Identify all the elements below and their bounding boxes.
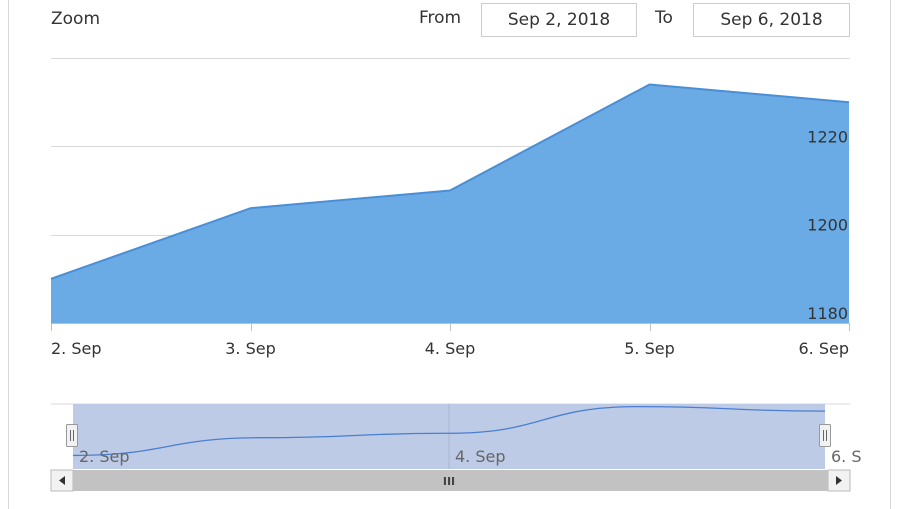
area-fill <box>51 84 849 323</box>
x-axis: 2. Sep 3. Sep 4. Sep 5. Sep 6. Sep <box>51 323 850 358</box>
to-date-input[interactable]: Sep 6, 2018 <box>693 3 850 37</box>
zoom-label: Zoom <box>51 9 101 29</box>
scrollbar-grip-icon: III <box>443 475 455 488</box>
navigator-series-line <box>72 406 826 457</box>
navigator-left-handle[interactable] <box>66 424 78 447</box>
scrollbar-thumb[interactable] <box>73 470 828 491</box>
to-label: To <box>655 8 673 28</box>
x-tick-label: 4. Sep <box>425 339 476 358</box>
from-label: From <box>419 8 462 28</box>
navigator-left-handle-box[interactable] <box>66 424 78 447</box>
series-line <box>50 83 850 280</box>
navigator-label: 4. Sep <box>455 447 506 466</box>
navigator-label: 2. Sep <box>79 447 130 466</box>
scroll-right-arrow-icon <box>836 476 842 485</box>
navigator-label: 6. S <box>831 447 862 466</box>
area-series <box>50 83 850 323</box>
x-tick-label: 6. Sep <box>798 339 849 358</box>
navigator-right-handle[interactable] <box>819 424 831 447</box>
y-tick-label: 1180 <box>807 304 848 323</box>
from-date-input[interactable]: Sep 2, 2018 <box>481 3 637 37</box>
x-tick-label: 2. Sep <box>51 339 102 358</box>
navigator-right-handle-box[interactable] <box>819 424 831 447</box>
x-tick-label: 3. Sep <box>225 339 276 358</box>
x-tick-label: 5. Sep <box>624 339 675 358</box>
scroll-left-arrow-icon <box>59 476 65 485</box>
y-tick-label: 1220 <box>807 127 848 146</box>
y-axis-labels: 1180 1200 1220 <box>807 127 848 323</box>
scrollbar[interactable]: III <box>50 469 851 492</box>
navigator[interactable]: 2. Sep 4. Sep 6. S <box>51 403 862 469</box>
chart-frame-right <box>890 0 891 509</box>
chart-frame-left <box>8 0 9 509</box>
y-tick-label: 1200 <box>807 216 848 235</box>
